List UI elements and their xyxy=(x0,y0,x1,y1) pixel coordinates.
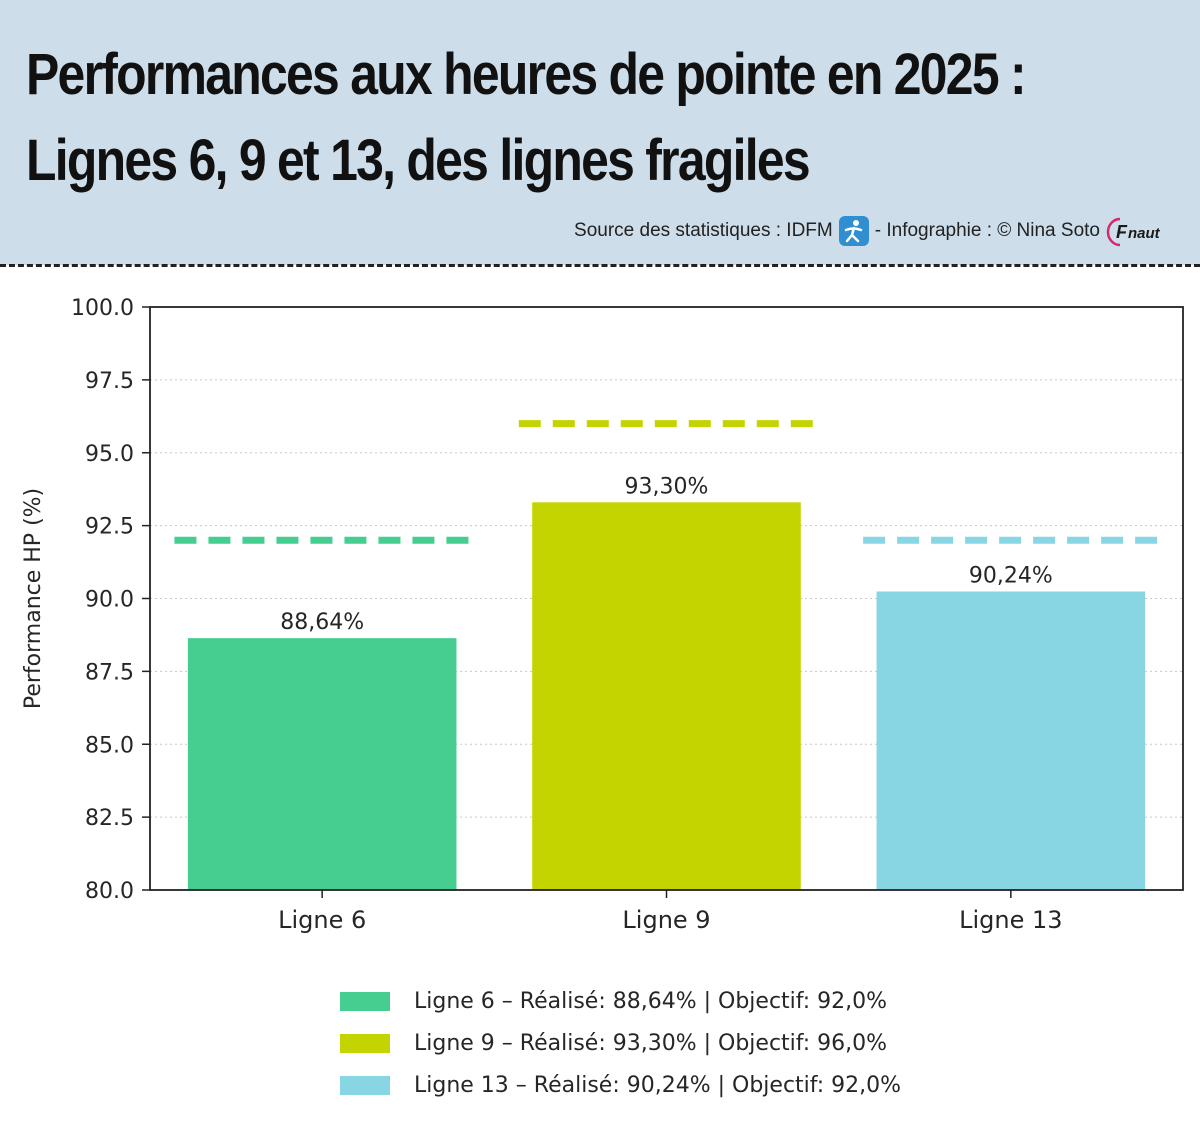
bar-value-label: 88,64% xyxy=(280,610,364,635)
y-axis-label: Performance HP (%) xyxy=(21,488,46,709)
bar xyxy=(532,502,801,890)
bar-chart: 80.0 82.5 85.0 87.5 90.0 92.5 95.0 97.5 100.0 88,… xyxy=(21,296,1184,934)
legend-item: Ligne 6 – Réalisé: 88,64% | Objectif: 92… xyxy=(340,980,901,1022)
bar xyxy=(876,591,1146,890)
y-tick-label: 85.0 xyxy=(85,733,134,758)
source-credit: Source des statistiques : IDFM - Infogra… xyxy=(574,214,1178,248)
chart-legend: Ligne 6 – Réalisé: 88,64% | Objectif: 92… xyxy=(340,980,901,1106)
dashed-separator xyxy=(0,264,1200,267)
y-tick-label: 90.0 xyxy=(85,588,134,613)
bar-value-label: 93,30% xyxy=(625,474,709,499)
y-tick-label: 95.0 xyxy=(85,442,134,467)
svg-text:F: F xyxy=(1116,222,1128,242)
y-tick-label: 82.5 xyxy=(85,806,134,831)
x-tick-label: Ligne 13 xyxy=(959,906,1062,934)
legend-item: Ligne 9 – Réalisé: 93,30% | Objectif: 96… xyxy=(340,1022,901,1064)
header-banner: Performances aux heures de pointe en 202… xyxy=(0,0,1200,265)
bar xyxy=(187,638,457,890)
legend-label: Ligne 6 – Réalisé: 88,64% | Objectif: 92… xyxy=(414,988,888,1014)
fnaut-logo: F naut xyxy=(1106,215,1178,247)
source-suffix: - Infographie : © Nina Soto xyxy=(874,220,1100,241)
legend-swatch xyxy=(340,991,390,1011)
legend-item: Ligne 13 – Réalisé: 90,24% | Objectif: 9… xyxy=(340,1064,901,1106)
svg-text:naut: naut xyxy=(1128,225,1161,242)
legend-label: Ligne 9 – Réalisé: 93,30% | Objectif: 96… xyxy=(414,1030,888,1056)
y-tick-label: 87.5 xyxy=(85,660,134,685)
walking-person-icon xyxy=(838,216,869,246)
x-tick-label: Ligne 9 xyxy=(622,906,710,934)
bar-value-label: 90,24% xyxy=(969,564,1053,589)
legend-swatch xyxy=(340,1033,390,1053)
plot-frame xyxy=(149,306,1184,891)
page-title-line-2: Lignes 6, 9 et 13, des lignes fragiles xyxy=(26,128,811,193)
legend-label: Ligne 13 – Réalisé: 90,24% | Objectif: 9… xyxy=(414,1072,902,1098)
legend-swatch xyxy=(340,1075,390,1095)
y-tick-label: 100.0 xyxy=(71,296,134,321)
y-tick-label: 80.0 xyxy=(85,879,134,904)
source-prefix: Source des statistiques : IDFM xyxy=(574,220,833,241)
page-title-line-1: Performances aux heures de pointe en 202… xyxy=(26,42,1027,107)
y-tick-label: 97.5 xyxy=(85,369,134,394)
y-tick-label: 92.5 xyxy=(85,515,134,540)
x-tick-label: Ligne 6 xyxy=(278,906,366,934)
